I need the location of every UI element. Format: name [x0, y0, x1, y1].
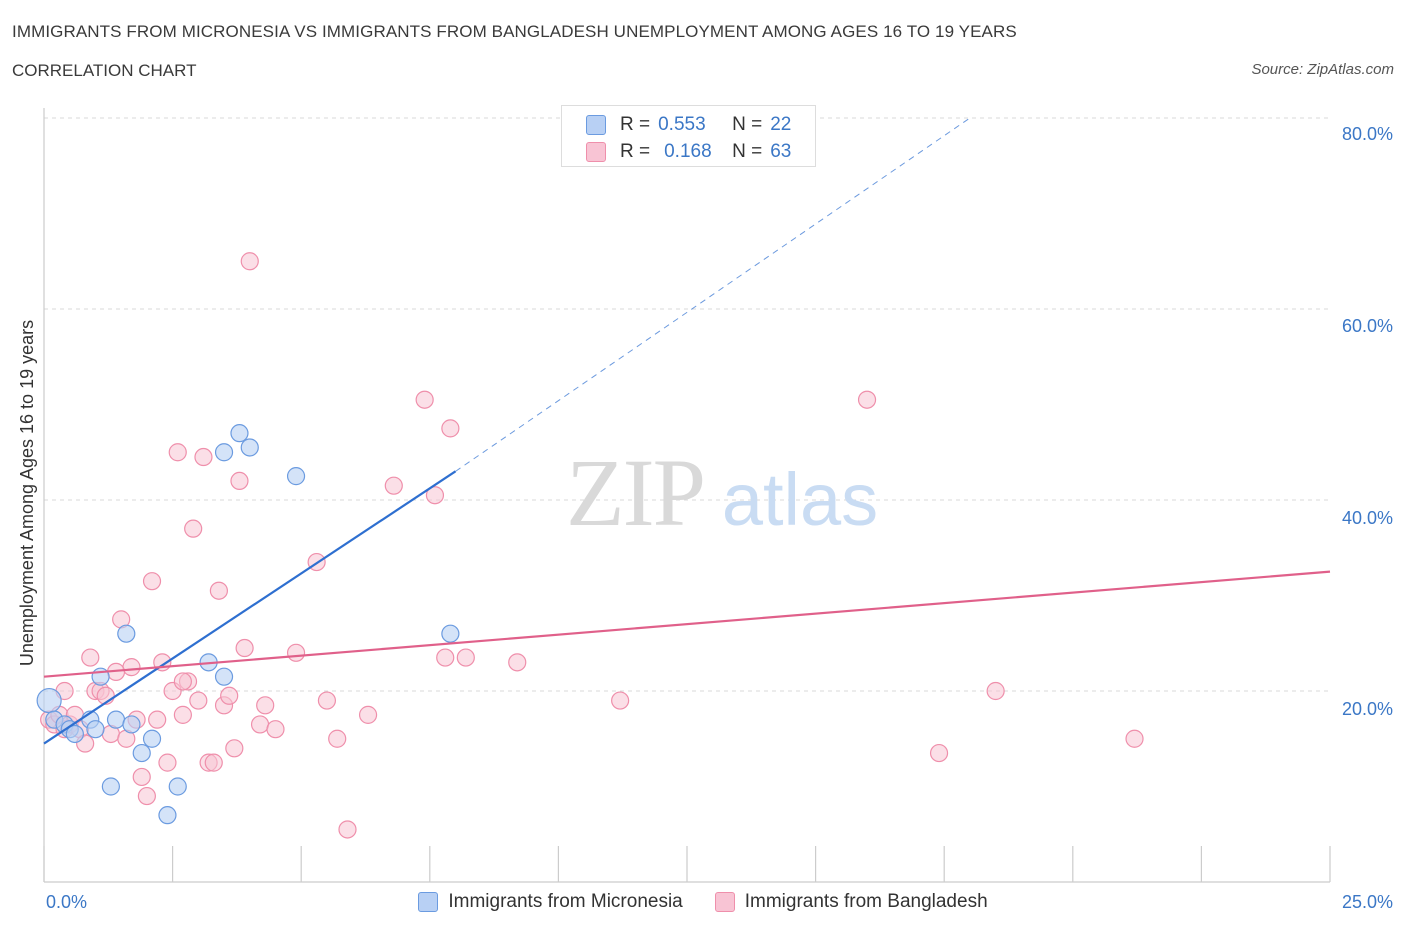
- bangladesh-point: [173, 705, 192, 724]
- y-tick-label: 40.0%: [1342, 508, 1393, 528]
- legend-item-micronesia[interactable]: Immigrants from Micronesia: [418, 891, 683, 913]
- bangladesh-point: [132, 767, 151, 787]
- bangladesh-point: [328, 729, 347, 748]
- bangladesh-point: [986, 681, 1005, 701]
- bangladesh-point: [168, 443, 187, 462]
- r-label: R =: [620, 114, 651, 135]
- micronesia-point: [168, 777, 187, 796]
- trend-lines: [43, 117, 1331, 745]
- grid-lines: [44, 117, 1330, 692]
- micronesia-point: [441, 624, 460, 643]
- bangladesh-point: [184, 519, 203, 538]
- r-value: 0.168: [664, 141, 712, 162]
- bangladesh-point: [122, 658, 141, 677]
- bangladesh-point: [338, 820, 357, 839]
- bangladesh-point: [235, 638, 254, 658]
- n-label: N =: [732, 114, 763, 135]
- micronesia-point: [65, 724, 84, 744]
- bangladesh-point: [225, 739, 244, 758]
- tick-labels: 20.0% 40.0% 60.0% 80.0% 0.0% 25.0%: [46, 124, 1393, 912]
- bangladesh-legend-swatch: [714, 892, 735, 912]
- bangladesh-point: [929, 743, 949, 763]
- bangladesh-point: [240, 252, 259, 271]
- micronesia-point: [101, 777, 120, 796]
- micronesia-legend-swatch: [418, 892, 439, 912]
- bangladesh-point: [286, 643, 306, 662]
- bangladesh-point: [415, 390, 434, 409]
- chart-subtitle: CORRELATION CHART: [12, 61, 197, 80]
- y-tick-label: 20.0%: [1342, 699, 1393, 719]
- watermark-atlas: atlas: [722, 458, 878, 541]
- bangladesh-point: [508, 653, 527, 672]
- micronesia-point: [286, 467, 306, 486]
- r-label: R =: [620, 141, 651, 162]
- axes: [43, 108, 1331, 883]
- micronesia-point: [117, 624, 136, 643]
- micronesia-trend-extension: [455, 117, 971, 472]
- micronesia-point: [132, 743, 151, 763]
- bangladesh-point: [317, 691, 337, 710]
- legend-item-bangladesh[interactable]: Immigrants from Bangladesh: [714, 891, 988, 913]
- bangladesh-point: [384, 476, 403, 495]
- bangladesh-point: [81, 648, 100, 667]
- bangladesh-point: [204, 753, 223, 772]
- bangladesh-point: [230, 471, 249, 490]
- bangladesh-point: [256, 696, 275, 715]
- bangladesh-point: [148, 710, 167, 729]
- micronesia-point: [36, 687, 62, 714]
- bangladesh-point: [173, 672, 192, 691]
- bangladesh-point: [142, 572, 162, 591]
- bangladesh-point: [358, 705, 378, 724]
- micronesia-point: [158, 806, 177, 825]
- micronesia-point: [230, 424, 249, 443]
- bangladesh-point: [857, 390, 877, 409]
- legend-label-bangladesh: Immigrants from Bangladesh: [744, 891, 988, 912]
- bangladesh-point: [209, 581, 228, 600]
- y-tick-label: 60.0%: [1342, 316, 1393, 336]
- n-value: 63: [770, 141, 792, 162]
- bangladesh-point: [266, 720, 285, 739]
- micronesia-point: [214, 443, 234, 462]
- bangladesh-point: [456, 648, 475, 667]
- x-tick-label: 0.0%: [46, 892, 87, 912]
- x-tick-label: 25.0%: [1342, 892, 1393, 912]
- chart-title: IMMIGRANTS FROM MICRONESIA VS IMMIGRANTS…: [12, 22, 1017, 41]
- n-value: 22: [770, 114, 792, 135]
- bangladesh-point: [611, 691, 630, 710]
- bangladesh-point: [158, 753, 177, 772]
- watermark: ZIP atlas: [566, 439, 878, 546]
- n-label: N =: [732, 141, 763, 162]
- bangladesh-point: [436, 648, 455, 667]
- legend: Immigrants from Micronesia Immigrants fr…: [0, 885, 1406, 919]
- bangladesh-point: [220, 686, 239, 705]
- r-value: 0.553: [658, 114, 706, 135]
- bangladesh-point: [189, 691, 208, 710]
- micronesia-point: [214, 667, 234, 686]
- micronesia-point: [106, 710, 126, 729]
- micronesia-trend-line: [43, 470, 457, 745]
- legend-label-micronesia: Immigrants from Micronesia: [448, 891, 683, 912]
- micronesia-point: [86, 720, 105, 739]
- bangladesh-point: [194, 447, 213, 467]
- bangladesh-point: [441, 419, 460, 438]
- micronesia-point: [240, 438, 259, 457]
- bangladesh-point: [1125, 729, 1144, 748]
- stats-row-micronesia: R = 0.553 N = 22: [586, 112, 791, 138]
- micronesia-point: [142, 729, 162, 748]
- stats-box: R = 0.553 N = 22 R = 0.168 N = 63: [561, 105, 816, 167]
- stats-row-bangladesh: R = 0.168 N = 63: [586, 139, 791, 165]
- micronesia-swatch: [586, 115, 606, 135]
- bangladesh-point: [250, 715, 270, 734]
- bangladesh-trend-line: [43, 570, 1331, 678]
- micronesia-point: [122, 715, 141, 734]
- y-tick-label: 80.0%: [1342, 124, 1393, 144]
- source-label: Source: ZipAtlas.com: [1251, 61, 1394, 78]
- bangladesh-swatch: [586, 142, 606, 162]
- watermark-zip: ZIP: [566, 439, 704, 546]
- bangladesh-point: [425, 486, 445, 505]
- bangladesh-point: [137, 786, 156, 806]
- y-axis-label: Unemployment Among Ages 16 to 19 years: [17, 320, 37, 666]
